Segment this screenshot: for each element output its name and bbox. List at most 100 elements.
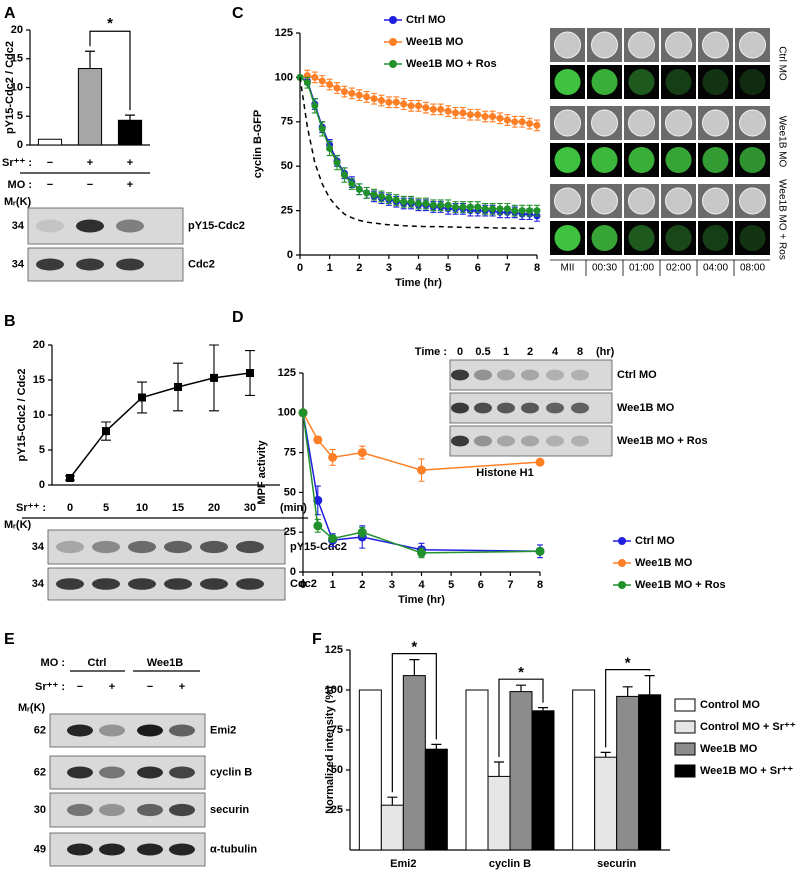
data-point	[326, 81, 334, 89]
oocyte	[628, 31, 655, 59]
image-time-label: MII	[561, 263, 575, 274]
y-tick-label: 0	[17, 139, 23, 151]
x-tick-label: 0	[297, 262, 303, 274]
gfp-signal	[702, 69, 729, 95]
data-point	[415, 199, 422, 207]
gfp-signal	[554, 69, 581, 95]
data-point	[518, 207, 526, 215]
error-bar	[409, 659, 420, 676]
data-point	[400, 100, 408, 108]
legend-marker	[618, 581, 626, 589]
x-tick-label: 20	[208, 502, 220, 514]
blot-band	[76, 258, 104, 271]
x-tick-label: 1	[327, 262, 333, 274]
oocyte	[591, 187, 618, 215]
oocyte	[739, 187, 766, 215]
x-tick-label: 8	[537, 579, 543, 591]
blot-band	[164, 540, 192, 554]
data-point	[392, 98, 400, 106]
oocyte	[665, 31, 692, 59]
bar	[424, 748, 448, 851]
blot	[27, 207, 184, 245]
x-unit-label: (min)	[280, 502, 307, 514]
sr-sign: +	[179, 681, 185, 693]
data-point	[417, 548, 426, 558]
data-point	[348, 180, 356, 188]
y-tick-label: 15	[33, 374, 45, 386]
data-point	[303, 79, 311, 87]
blot-band	[128, 540, 156, 554]
blot-band	[99, 766, 125, 779]
blot-band	[521, 369, 539, 381]
data-point	[392, 196, 400, 204]
x-axis-title: Time (hr)	[395, 277, 442, 289]
blot-band	[236, 540, 264, 554]
y-tick-label: 75	[284, 447, 296, 459]
gfp-signal	[739, 69, 766, 95]
data-point	[348, 89, 356, 97]
y-axis-title: MPF activity	[256, 440, 268, 505]
bar	[465, 689, 489, 851]
fluorescence-image	[661, 65, 696, 99]
significance-label: *	[625, 655, 631, 672]
data-point	[370, 95, 378, 103]
error-bar	[431, 743, 442, 750]
data-point	[210, 373, 218, 382]
gfp-signal	[554, 225, 581, 251]
x-tick-label: 7	[504, 262, 510, 274]
y-tick-label: 0	[290, 566, 296, 578]
fluorescence-image	[735, 221, 770, 255]
legend-label: Ctrl MO	[406, 14, 446, 26]
panel-letter: F	[312, 631, 322, 648]
x-tick-label: 3	[389, 579, 395, 591]
oocyte	[702, 109, 729, 137]
legend-label: Wee1B MO	[406, 36, 464, 48]
oocyte	[665, 187, 692, 215]
significance-label: *	[411, 639, 417, 656]
bar	[37, 138, 63, 146]
series-line	[69, 372, 251, 479]
y-tick-label: 10	[11, 81, 23, 93]
gfp-signal	[739, 147, 766, 173]
blot-band	[571, 402, 589, 414]
blot-band	[67, 803, 93, 817]
blot-band	[128, 578, 156, 590]
data-point	[340, 171, 348, 179]
condition-sign: +	[87, 157, 93, 169]
series-line	[299, 77, 537, 230]
image-row-label: Ctrl MO	[776, 46, 787, 81]
blot-band	[451, 369, 469, 381]
fluorescence-image	[698, 221, 733, 255]
data-point	[452, 203, 460, 211]
data-point	[429, 105, 437, 113]
blot-label: α-tubulin	[210, 843, 257, 855]
data-point	[313, 435, 323, 445]
blot-band	[546, 369, 564, 381]
inset-row-label: Ctrl MO	[617, 369, 657, 381]
series-line	[299, 76, 537, 212]
bar	[509, 691, 533, 851]
legend-label: Wee1B MO + Sr⁺⁺	[700, 765, 793, 777]
x-tick-label: 8	[534, 262, 540, 274]
bar	[117, 119, 143, 146]
gfp-signal	[665, 147, 692, 173]
legend-marker	[389, 38, 397, 46]
blot-band	[67, 843, 93, 856]
gfp-signal	[702, 225, 729, 251]
y-tick-label: 10	[33, 409, 45, 421]
blot-label: securin	[210, 804, 249, 816]
y-axis-title: pY15-Cdc2 / Cdc2	[4, 41, 16, 134]
x-tick-label: cyclin B	[489, 858, 531, 870]
x-tick-label: 6	[478, 579, 484, 591]
image-time-label: 02:00	[666, 263, 691, 274]
fluorescence-image	[735, 65, 770, 99]
oocyte	[628, 109, 655, 137]
data-point	[407, 198, 415, 206]
blot-band	[137, 803, 163, 817]
data-point	[313, 495, 323, 505]
inset-caption: Histone H1	[476, 467, 533, 479]
gfp-signal	[628, 147, 655, 173]
image-time-label: 04:00	[703, 263, 728, 274]
data-point	[444, 201, 452, 209]
